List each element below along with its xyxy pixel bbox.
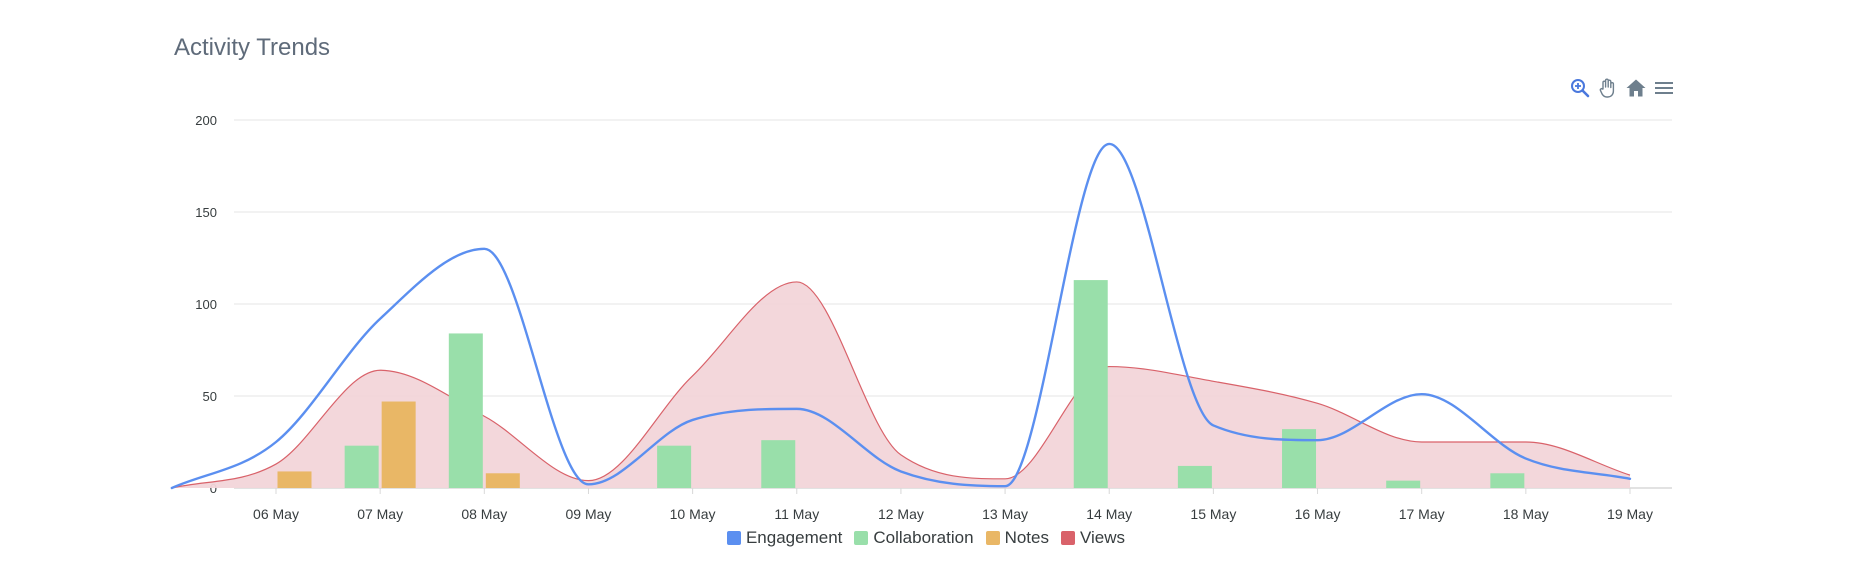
collaboration-bar[interactable] (1073, 280, 1108, 488)
chart-title: Activity Trends (174, 34, 331, 61)
collaboration-bar[interactable] (761, 440, 796, 488)
x-tick-label: 14 May (1086, 506, 1132, 522)
collaboration-bar[interactable] (1177, 465, 1212, 488)
legend-item-notes[interactable]: Notes (985, 528, 1049, 548)
x-tick-label: 19 May (1607, 506, 1653, 522)
collaboration-bar[interactable] (1282, 429, 1317, 488)
home-icon[interactable] (1624, 76, 1648, 100)
legend-marker (985, 531, 1000, 545)
y-tick-label: 150 (195, 205, 217, 220)
notes-bar[interactable] (485, 473, 520, 488)
views-area-layer (171, 281, 1631, 489)
legend: Engagement Collaboration Notes Views (0, 526, 1852, 550)
collaboration-bar[interactable] (344, 445, 379, 488)
y-tick-label: 0 (210, 481, 217, 496)
engagement-line[interactable] (170, 142, 1632, 490)
x-tick-label: 10 May (670, 506, 716, 522)
y-tick-label: 50 (203, 389, 217, 404)
x-tick-label: 13 May (982, 506, 1028, 522)
x-tick-label: 18 May (1503, 506, 1549, 522)
x-tick-label: 06 May (253, 506, 299, 522)
x-tick-label: 11 May (774, 506, 819, 522)
collaboration-bar[interactable] (657, 445, 692, 488)
legend-item-engagement[interactable]: Engagement (726, 528, 843, 548)
legend-label: Collaboration (873, 528, 974, 547)
x-tick-label: 17 May (1399, 506, 1445, 522)
y-tick-label: 200 (195, 113, 217, 128)
notes-bar[interactable] (277, 471, 312, 488)
pan-hand-icon[interactable] (1596, 76, 1620, 100)
chart-toolbar (1568, 76, 1676, 100)
legend-label: Views (1079, 528, 1126, 547)
legend-item-collaboration[interactable]: Collaboration (854, 528, 974, 548)
x-tick-label: 12 May (878, 506, 924, 522)
x-tick-label: 09 May (566, 506, 612, 522)
engagement-line-layer (170, 142, 1632, 490)
legend-item-views[interactable]: Views (1060, 528, 1126, 548)
y-tick-label: 100 (195, 297, 217, 312)
legend-label: Notes (1004, 528, 1049, 547)
zoom-in-icon[interactable] (1568, 76, 1592, 100)
legend-label: Engagement (745, 528, 843, 547)
views-area-fill (171, 281, 1631, 488)
legend-marker (726, 531, 741, 545)
legend-marker (1060, 531, 1075, 545)
collaboration-bar[interactable] (1490, 473, 1525, 488)
x-tick-label: 08 May (461, 506, 507, 522)
collaboration-bar[interactable] (448, 333, 483, 488)
collaboration-bar[interactable] (1386, 480, 1421, 488)
menu-icon[interactable] (1652, 76, 1676, 100)
legend-marker (854, 531, 869, 545)
notes-bar[interactable] (381, 401, 416, 488)
views-area-line (171, 281, 1631, 489)
x-tick-label: 07 May (357, 506, 403, 522)
y-axis: 0 50 100 150 200 (195, 113, 217, 496)
x-axis: 06 May 07 May 08 May 09 May 10 May 11 May 12 M… (253, 488, 1653, 522)
x-tick-label: 15 May (1190, 506, 1236, 522)
bars-layer (277, 280, 1525, 488)
x-tick-label: 16 May (1295, 506, 1341, 522)
